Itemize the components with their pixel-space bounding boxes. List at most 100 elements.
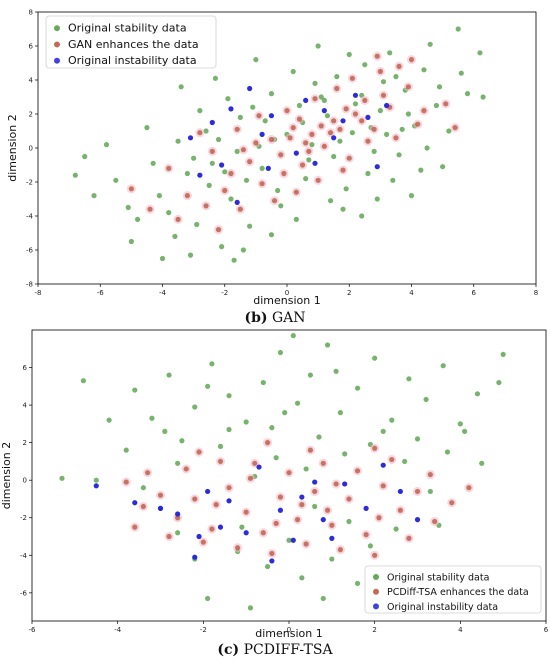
data-point <box>239 524 245 530</box>
data-point <box>352 111 359 117</box>
data-point <box>175 511 181 517</box>
data-point <box>192 554 198 560</box>
data-point <box>365 114 371 120</box>
data-point <box>303 140 309 146</box>
data-point <box>287 135 293 141</box>
data-point <box>340 167 346 173</box>
data-point <box>256 464 262 470</box>
x-tick-label: 4 <box>458 626 463 634</box>
data-point <box>436 84 443 90</box>
data-point <box>93 477 99 483</box>
data-point <box>268 91 275 97</box>
data-point <box>259 165 265 171</box>
data-point <box>237 206 243 212</box>
data-point <box>371 126 377 132</box>
legend-label: GAN enhances the data <box>68 38 199 51</box>
data-point <box>269 558 275 564</box>
data-point <box>329 535 335 541</box>
data-point <box>262 118 268 124</box>
data-point <box>303 97 309 103</box>
data-point <box>247 223 253 229</box>
data-point <box>380 92 387 98</box>
data-point <box>414 436 421 442</box>
data-point <box>309 142 315 148</box>
data-point <box>293 189 299 195</box>
data-point <box>128 238 134 245</box>
data-point <box>259 181 265 187</box>
y-tick-label: -6 <box>26 247 34 255</box>
data-point <box>363 532 369 538</box>
data-point <box>321 143 327 149</box>
data-point <box>415 121 421 127</box>
data-point <box>80 378 86 384</box>
data-point <box>307 372 314 378</box>
data-point <box>421 67 427 73</box>
data-point <box>387 50 393 56</box>
y-tick-label: 2 <box>29 111 33 119</box>
data-point <box>132 387 138 393</box>
data-point <box>209 148 215 154</box>
data-point <box>320 517 326 523</box>
data-point <box>162 428 168 434</box>
data-point <box>414 517 421 523</box>
data-point <box>466 485 472 491</box>
data-point <box>367 543 373 549</box>
series-2 <box>93 462 421 564</box>
x-tick-label: -6 <box>97 289 105 297</box>
data-point <box>277 507 284 513</box>
data-point <box>247 159 253 165</box>
data-point <box>282 410 288 416</box>
data-point <box>226 498 232 504</box>
data-point <box>377 108 383 114</box>
data-point <box>191 155 197 161</box>
data-point <box>359 213 365 219</box>
data-point <box>273 520 279 526</box>
data-point <box>427 41 433 47</box>
x-tick-label: 0 <box>287 626 291 634</box>
data-point <box>427 471 433 478</box>
legend-label: Original instability data <box>387 602 498 613</box>
data-point <box>247 605 254 611</box>
y-tick-label: 4 <box>29 77 34 85</box>
data-point <box>423 396 429 403</box>
data-point <box>273 455 279 461</box>
data-point <box>196 533 202 540</box>
data-point <box>384 102 390 109</box>
legend-label: Original stability data <box>387 573 489 584</box>
x-tick-label: -8 <box>35 289 42 297</box>
x-tick-label: 0 <box>285 289 289 297</box>
data-point <box>402 458 408 465</box>
data-point <box>243 177 250 183</box>
data-point <box>393 135 399 141</box>
data-point <box>215 227 222 233</box>
data-point <box>343 106 349 112</box>
caption-text: PCDIFF-TSA <box>239 642 333 658</box>
data-point <box>306 148 312 154</box>
data-point <box>140 503 146 510</box>
data-point <box>405 84 411 90</box>
legend-marker <box>54 41 60 48</box>
data-point <box>380 79 387 85</box>
data-point <box>217 524 224 530</box>
data-point <box>337 138 343 144</box>
data-point <box>219 244 225 250</box>
data-point <box>380 428 386 434</box>
data-point <box>374 196 380 202</box>
data-point <box>113 177 119 183</box>
data-point <box>268 136 275 143</box>
data-point <box>268 113 275 119</box>
data-point <box>215 136 222 143</box>
data-point <box>294 517 301 523</box>
series-1 <box>121 438 474 560</box>
x-tick-label: -6 <box>29 626 37 634</box>
data-point <box>219 162 225 168</box>
series-0 <box>72 26 486 263</box>
data-point <box>343 186 349 192</box>
data-point <box>166 165 172 171</box>
data-point <box>123 447 129 453</box>
data-point <box>365 138 371 144</box>
data-point <box>372 355 378 361</box>
data-point <box>175 138 181 144</box>
data-point <box>303 541 309 547</box>
x-tick-label: -4 <box>159 289 167 297</box>
